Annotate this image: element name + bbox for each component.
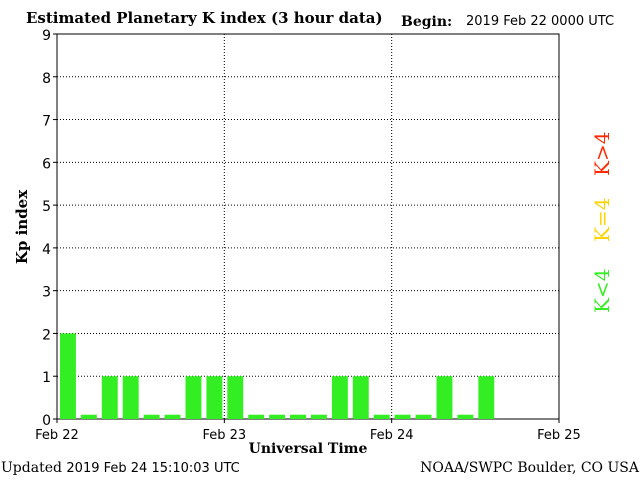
kp-bar (373, 414, 390, 419)
begin-value: 2019 Feb 22 0000 UTC (466, 14, 615, 29)
x-tick-label: Feb 24 (370, 428, 414, 443)
legend-k-gt-4-label: K>4 (590, 131, 614, 176)
kp-bar (290, 414, 306, 419)
y-tick-label: 9 (42, 28, 51, 44)
legend-k-eq-4: K=4 (590, 198, 614, 242)
kp-bar (164, 414, 181, 419)
chart-title: Estimated Planetary K index (3 hour data… (26, 9, 383, 27)
y-tick-label: 2 (42, 327, 51, 343)
x-axis-label: Universal Time (249, 441, 368, 457)
kp-bar (436, 376, 453, 419)
y-tick-label: 1 (42, 370, 51, 386)
x-tick-label: Feb 22 (35, 428, 79, 443)
kp-bar (206, 376, 223, 419)
legend-k-lt-4: K<4 (590, 269, 614, 313)
kp-bar (394, 414, 411, 419)
updated-stamp: Updated 2019 Feb 24 15:10:03 UTC (1, 460, 240, 476)
kp-bar (60, 333, 76, 419)
credit-text: NOAA/SWPC Boulder, CO USA (420, 460, 639, 476)
legend-k-gt-4: K>4 (590, 132, 614, 176)
kp-bar (478, 376, 495, 419)
y-tick-label: 4 (42, 242, 51, 258)
kp-bar (143, 414, 160, 419)
kp-bar (269, 414, 286, 419)
kp-bar (185, 376, 202, 419)
kp-bar (415, 414, 432, 419)
y-tick-label: 3 (42, 285, 51, 301)
plot-frame (56, 33, 560, 420)
begin-label: Begin: (401, 14, 453, 30)
kp-bar (248, 414, 265, 419)
y-tick-label: 7 (42, 114, 51, 130)
updated-label: Updated (1, 460, 62, 476)
y-tick-label: 5 (42, 199, 51, 215)
x-tick-label: Feb 25 (537, 428, 581, 443)
kp-bar (101, 376, 118, 419)
y-tick-label: 0 (42, 413, 51, 429)
legend-k-lt-4-label: K<4 (590, 268, 614, 313)
kp-bar (352, 376, 369, 419)
kp-bar (227, 376, 244, 419)
x-tick-label: Feb 23 (202, 428, 246, 443)
y-axis-label: Kp index (13, 189, 31, 264)
updated-value: 2019 Feb 24 15:10:03 UTC (66, 461, 240, 476)
kp-bar (122, 376, 139, 419)
kp-bar (331, 376, 348, 419)
legend-k-eq-4-label: K=4 (590, 197, 614, 242)
kp-bar (311, 414, 327, 419)
y-tick-label: 6 (42, 156, 51, 172)
y-tick-label: 8 (42, 71, 51, 87)
kp-bar (80, 414, 97, 419)
kp-bar (457, 414, 474, 419)
